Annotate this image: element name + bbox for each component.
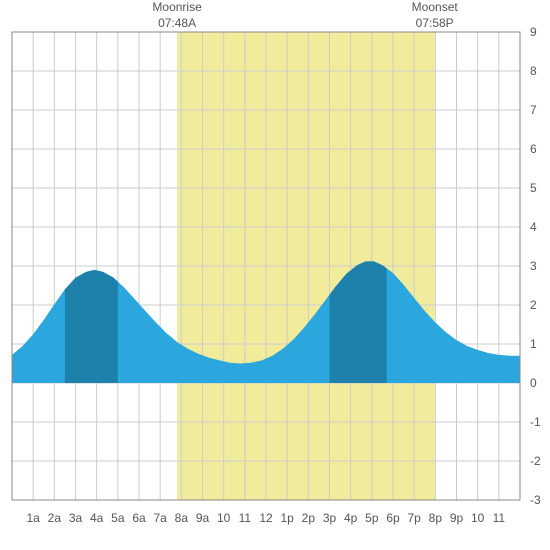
y-tick-label: -1 xyxy=(530,415,541,429)
y-tick-label: 2 xyxy=(530,298,537,312)
x-tick-label: 6a xyxy=(132,511,146,525)
x-tick-label: 10 xyxy=(217,511,231,525)
x-tick-label: 4a xyxy=(90,511,104,525)
x-tick-label: 2p xyxy=(302,511,316,525)
x-tick-label: 11 xyxy=(493,511,506,525)
x-tick-label: 11 xyxy=(239,511,252,525)
x-tick-label: 3a xyxy=(69,511,83,525)
tide-chart: 1a2a3a4a5a6a7a8a9a1011121p2p3p4p5p6p7p8p… xyxy=(0,0,550,550)
x-tick-label: 6p xyxy=(386,511,400,525)
x-tick-label: 8p xyxy=(429,511,443,525)
y-tick-label: -2 xyxy=(530,454,541,468)
x-tick-label: 5a xyxy=(111,511,125,525)
x-tick-label: 7a xyxy=(153,511,167,525)
moonset-time: 07:58P xyxy=(416,16,454,30)
annotation-moonrise: Moonrise 07:48A xyxy=(152,0,201,31)
annotation-moonset: Moonset 07:58P xyxy=(412,0,458,31)
x-tick-label: 9a xyxy=(196,511,210,525)
y-tick-label: 8 xyxy=(530,64,537,78)
y-tick-label: 6 xyxy=(530,142,537,156)
y-tick-label: 1 xyxy=(530,337,537,351)
x-tick-label: 1p xyxy=(280,511,294,525)
x-tick-label: 12 xyxy=(259,511,273,525)
x-tick-label: 8a xyxy=(175,511,189,525)
x-tick-label: 5p xyxy=(365,511,379,525)
x-tick-label: 2a xyxy=(48,511,62,525)
moonrise-time: 07:48A xyxy=(158,16,196,30)
y-tick-label: 7 xyxy=(530,103,537,117)
moonrise-title: Moonrise xyxy=(152,0,201,14)
x-tick-label: 1a xyxy=(26,511,40,525)
y-tick-label: 5 xyxy=(530,181,537,195)
y-tick-label: 9 xyxy=(530,25,537,39)
chart-svg: 1a2a3a4a5a6a7a8a9a1011121p2p3p4p5p6p7p8p… xyxy=(0,0,550,550)
moonset-title: Moonset xyxy=(412,0,458,14)
x-tick-label: 7p xyxy=(407,511,421,525)
x-tick-label: 9p xyxy=(450,511,464,525)
x-tick-label: 10 xyxy=(471,511,485,525)
y-tick-label: -3 xyxy=(530,493,541,507)
y-tick-label: 3 xyxy=(530,259,537,273)
x-tick-label: 3p xyxy=(323,511,337,525)
y-tick-label: 0 xyxy=(530,376,537,390)
x-tick-label: 4p xyxy=(344,511,358,525)
y-tick-label: 4 xyxy=(530,220,537,234)
